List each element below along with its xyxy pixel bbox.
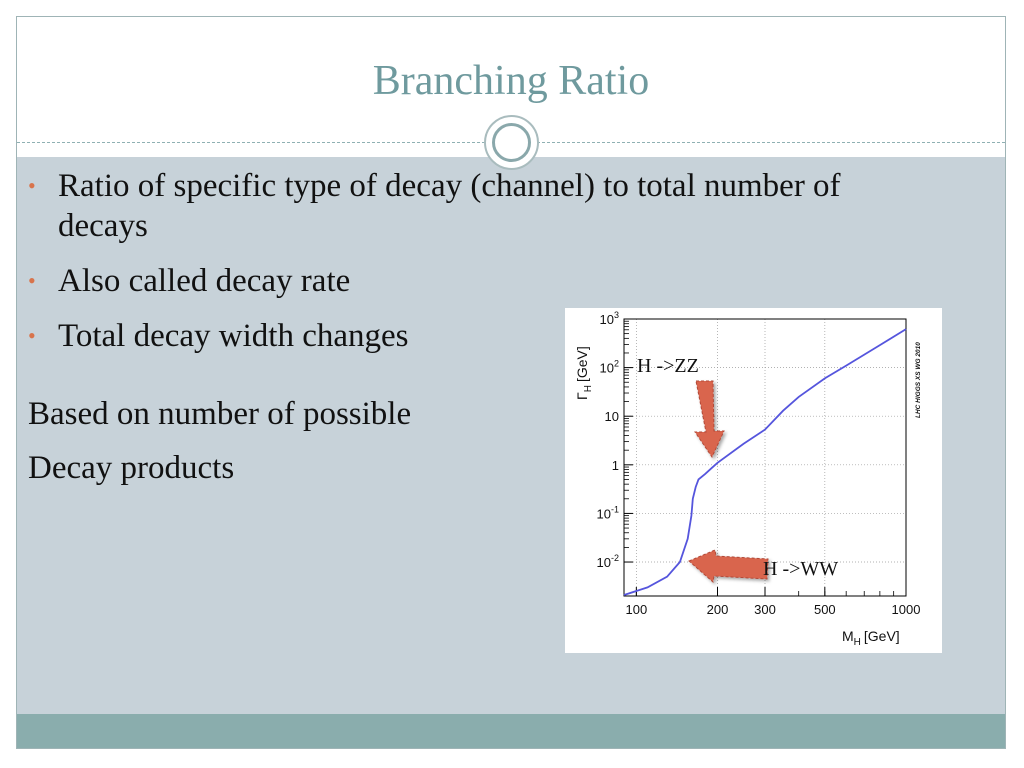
x-tick-label: 1000 xyxy=(892,602,921,617)
y-tick-label: 10-2 xyxy=(597,553,619,570)
y-tick-base: 10 xyxy=(600,361,614,376)
bullet-dot-icon: • xyxy=(28,323,36,348)
ww-arrow-icon xyxy=(688,549,769,583)
x-tick-label: 300 xyxy=(754,602,776,617)
bullet-dot-icon: • xyxy=(28,268,36,293)
bullet-item: • Also called decay rate xyxy=(24,261,884,301)
footer-bar xyxy=(17,714,1005,748)
bullet-text: Total decay width changes xyxy=(58,318,409,354)
annotation-hzz: H ->ZZ xyxy=(637,355,699,377)
bullet-item: • Total decay width changes xyxy=(24,316,884,356)
y-tick-label: 103 xyxy=(600,310,619,327)
y-tick-exponent: -2 xyxy=(611,553,619,563)
x-tick-label: 500 xyxy=(814,602,836,617)
x-tick-label: 200 xyxy=(707,602,729,617)
plain-text-line: Decay products xyxy=(28,450,235,486)
y-tick-label: 10-1 xyxy=(597,504,619,521)
x-axis-label-sub: H xyxy=(854,637,861,648)
y-tick-exponent: -1 xyxy=(611,504,619,514)
x-axis-label: MH [GeV] xyxy=(842,628,900,648)
y-axis-label-main: Γ xyxy=(574,392,590,400)
circle-ornament-icon xyxy=(484,115,539,170)
y-tick-base: 10 xyxy=(600,312,614,327)
chart-ticks xyxy=(624,318,907,596)
y-tick-base: 1 xyxy=(612,458,619,473)
y-tick-base: 10 xyxy=(597,506,611,521)
y-axis-label-sub: H xyxy=(583,385,594,392)
plain-text-line: Based on number of possible xyxy=(28,396,412,432)
slide-title: Branching Ratio xyxy=(372,58,650,104)
chart-image: 103 102 10 1 10-1 10-2 100 200 300 500 1000 ΓH[Ge… xyxy=(565,308,942,653)
y-tick-label: 1 xyxy=(612,458,619,473)
chart-watermark: LHC HIGGS XS WG 2010 xyxy=(915,342,922,418)
y-tick-exponent: 2 xyxy=(614,359,619,369)
y-axis-label-unit: [GeV] xyxy=(574,346,590,382)
y-tick-base: 10 xyxy=(597,555,611,570)
bullet-item: • Ratio of specific type of decay (chann… xyxy=(24,166,884,246)
y-tick-label: 102 xyxy=(600,359,619,376)
x-axis-label-unit: [GeV] xyxy=(864,628,900,644)
bullet-text: Also called decay rate xyxy=(58,263,351,299)
decay-width-series-line xyxy=(623,328,907,596)
x-tick-labels: 100 200 300 500 1000 xyxy=(625,602,920,617)
bullet-list: • Ratio of specific type of decay (chann… xyxy=(24,166,884,371)
bullet-text: Ratio of specific type of decay (channel… xyxy=(58,168,841,244)
zz-arrow-icon xyxy=(694,380,725,459)
y-axis-label: ΓH [GeV] xyxy=(574,346,594,400)
y-tick-label: 10 xyxy=(605,409,619,424)
y-tick-exponent: 3 xyxy=(614,310,619,320)
annotation-hww: H ->WW xyxy=(763,558,838,580)
x-axis-label-main: M xyxy=(842,628,854,644)
x-tick-label: 100 xyxy=(625,602,647,617)
bullet-dot-icon: • xyxy=(28,173,36,198)
y-tick-base: 10 xyxy=(605,409,619,424)
